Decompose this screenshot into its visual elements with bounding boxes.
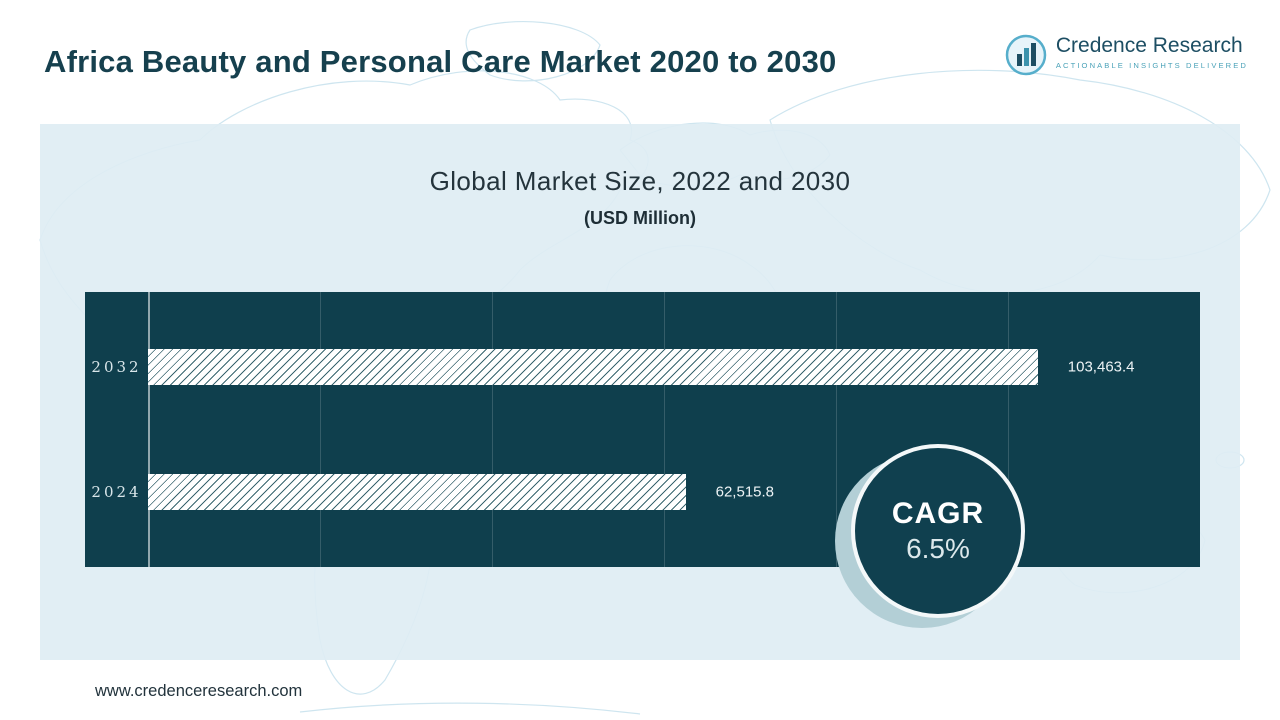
bar-row: 2032 103,463.4 — [85, 349, 1200, 385]
cagr-circle: CAGR 6.5% — [851, 444, 1025, 618]
map-greenland — [465, 20, 601, 82]
chart-subtitle: (USD Million) — [584, 208, 696, 228]
brand-logo: Credence Research Actionable Insights De… — [1005, 34, 1248, 76]
category-label: 2024 — [91, 483, 142, 501]
gridline — [836, 292, 837, 567]
chart-title: Global Market Size, 2022 and 2030 — [429, 166, 851, 196]
bar-track: 62,515.8 — [148, 474, 1180, 510]
header: Africa Beauty and Personal Care Market 2… — [0, 0, 1280, 122]
value-label: 103,463.4 — [1067, 358, 1135, 376]
page-title: Africa Beauty and Personal Care Market 2… — [44, 44, 837, 79]
logo-name: Credence Research — [1055, 34, 1243, 57]
website-url: www.credenceresearch.com — [95, 682, 303, 700]
chart-panel: Global Market Size, 2022 and 2030 (USD M… — [40, 124, 1240, 660]
gridline — [664, 292, 665, 567]
plot-area: 2032 103,463.4 2024 62,515.8 — [85, 292, 1200, 567]
bar-track: 103,463.4 — [148, 349, 1180, 385]
bar-chart: 2032 103,463.4 2024 62,515.8 — [85, 292, 1200, 567]
logo-tagline: Actionable Insights Delivered — [1055, 61, 1248, 70]
map-coastline — [299, 702, 641, 715]
logo-icon — [1005, 34, 1047, 76]
gridline — [492, 292, 493, 567]
cagr-value: 6.5% — [906, 533, 970, 564]
category-label: 2032 — [91, 358, 142, 376]
gridline — [1008, 292, 1009, 567]
bar — [148, 474, 686, 510]
bar-row: 2024 62,515.8 — [85, 474, 1200, 510]
bar — [148, 349, 1038, 385]
cagr-badge: CAGR 6.5% — [835, 444, 1027, 628]
logo-text: Credence Research Actionable Insights De… — [1056, 34, 1248, 70]
cagr-label: CAGR — [891, 497, 985, 530]
value-label: 62,515.8 — [715, 483, 775, 501]
gridline — [320, 292, 321, 567]
y-axis-line — [148, 292, 150, 567]
